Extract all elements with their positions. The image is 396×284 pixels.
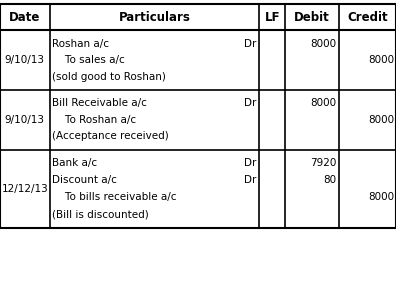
Text: 8000: 8000 [368,192,394,202]
Text: 7920: 7920 [310,158,337,168]
Text: Dr: Dr [244,98,256,108]
Text: 8000: 8000 [310,98,337,108]
Text: 9/10/13: 9/10/13 [5,115,45,125]
Text: Bank a/c: Bank a/c [52,158,97,168]
Text: Dr: Dr [244,39,256,49]
Text: (Acceptance received): (Acceptance received) [52,131,169,141]
Text: To Roshan a/c: To Roshan a/c [52,115,136,125]
Text: Dr: Dr [244,175,256,185]
Bar [0,4,396,228]
Text: 8000: 8000 [368,55,394,65]
Text: Dr: Dr [244,158,256,168]
Text: (sold good to Roshan): (sold good to Roshan) [52,72,166,82]
Text: 8000: 8000 [368,115,394,125]
Text: 80: 80 [324,175,337,185]
Text: Date: Date [9,11,40,24]
Text: Credit: Credit [347,11,388,24]
Text: To sales a/c: To sales a/c [52,55,125,65]
Text: 8000: 8000 [310,39,337,49]
Text: Particulars: Particulars [118,11,190,24]
Text: (Bill is discounted): (Bill is discounted) [52,209,148,219]
Text: Discount a/c: Discount a/c [52,175,117,185]
Text: 12/12/13: 12/12/13 [1,184,48,194]
Text: Debit: Debit [294,11,330,24]
Text: 9/10/13: 9/10/13 [5,55,45,65]
Text: LF: LF [265,11,280,24]
Text: Bill Receivable a/c: Bill Receivable a/c [52,98,147,108]
Text: Roshan a/c: Roshan a/c [52,39,109,49]
Text: To bills receivable a/c: To bills receivable a/c [52,192,176,202]
